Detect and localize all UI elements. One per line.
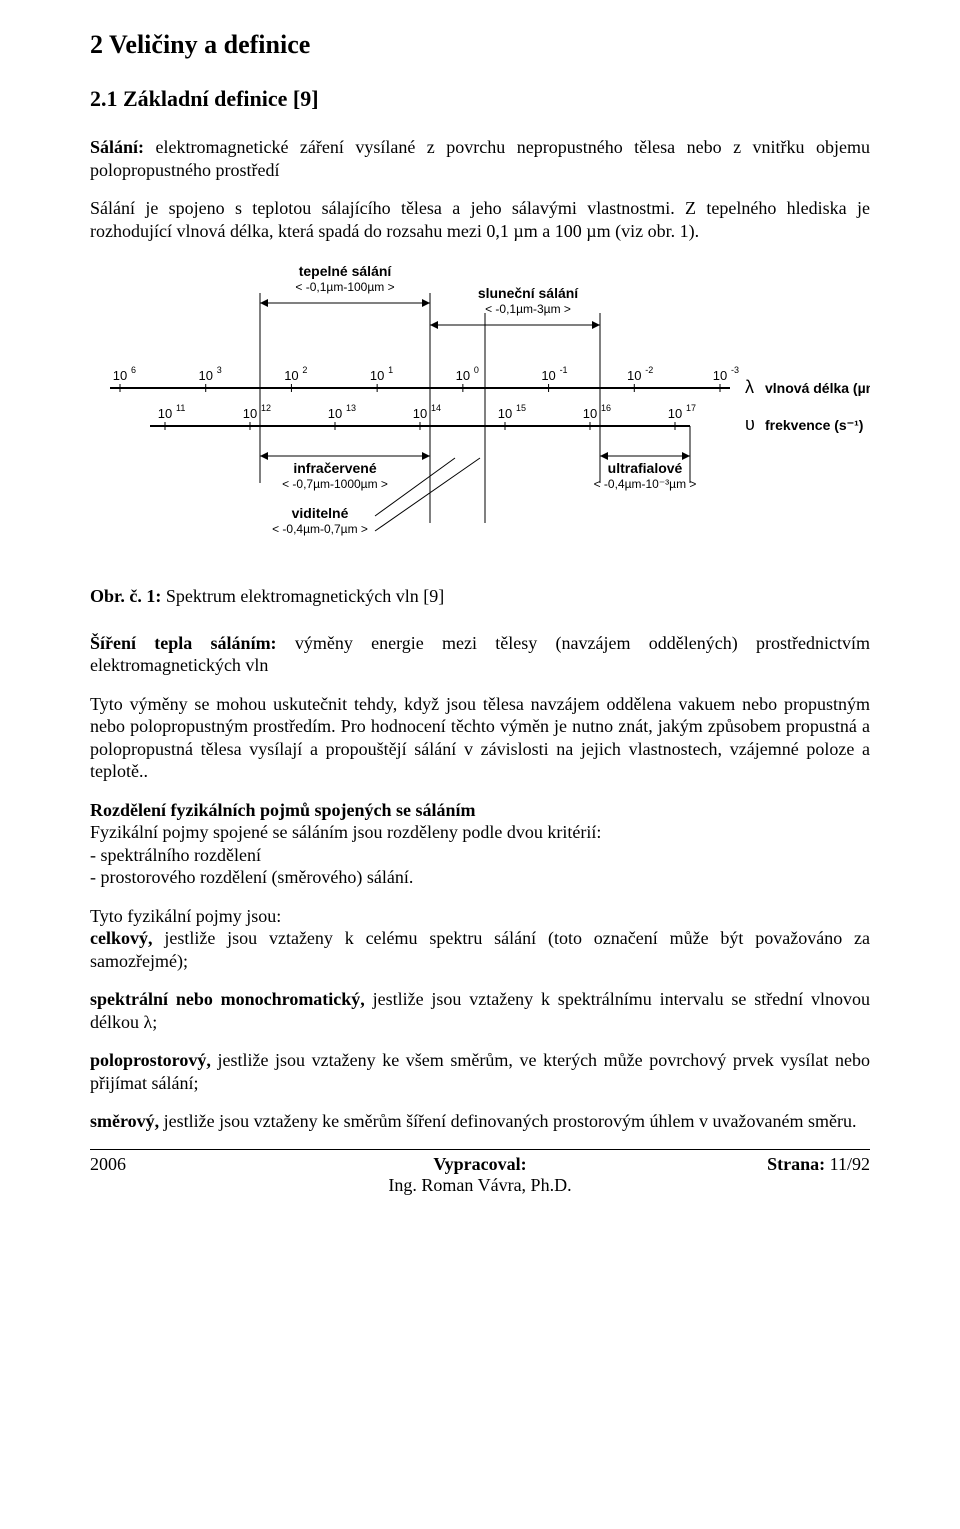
svg-text:10: 10 <box>713 368 727 383</box>
para-2: Sálání je spojeno s teplotou sálajícího … <box>90 197 870 242</box>
svg-text:vlnová délka (µm): vlnová délka (µm) <box>765 380 870 396</box>
svg-text:10: 10 <box>456 368 470 383</box>
svg-text:2: 2 <box>302 365 307 375</box>
svg-text:14: 14 <box>431 403 441 413</box>
pojem-spektralni: spektrální nebo monochromatický, jestliž… <box>90 988 870 1033</box>
svg-text:υ: υ <box>745 414 755 434</box>
svg-text:sluneční sálání: sluneční sálání <box>478 285 579 301</box>
svg-text:-3: -3 <box>731 365 739 375</box>
svg-text:ultrafialové: ultrafialové <box>608 460 683 476</box>
svg-text:17: 17 <box>686 403 696 413</box>
footer-strana-value: 11/92 <box>825 1154 870 1174</box>
footer-year: 2006 <box>90 1154 285 1175</box>
svg-text:12: 12 <box>261 403 271 413</box>
svg-text:10: 10 <box>158 406 172 421</box>
label-celkovy: celkový, <box>90 928 153 948</box>
page-footer: 2006 Vypracoval: Strana: 11/92 <box>90 1149 870 1175</box>
svg-text:< -0,4µm-10⁻³µm >: < -0,4µm-10⁻³µm > <box>594 477 697 491</box>
svg-text:6: 6 <box>131 365 136 375</box>
svg-text:10: 10 <box>413 406 427 421</box>
svg-text:< -0,4µm-0,7µm >: < -0,4µm-0,7µm > <box>272 522 368 536</box>
svg-text:10: 10 <box>668 406 682 421</box>
subsection-title: 2.1 Základní definice [9] <box>90 86 870 112</box>
svg-text:10: 10 <box>198 368 212 383</box>
rozdeleni-heading: Rozdělení fyzikálních pojmů spojených se… <box>90 799 870 822</box>
pojmy-intro: Tyto fyzikální pojmy jsou: <box>90 905 870 928</box>
svg-text:10: 10 <box>498 406 512 421</box>
svg-text:-1: -1 <box>560 365 568 375</box>
rozdeleni-intro: Fyzikální pojmy spojené se sáláním jsou … <box>90 821 870 844</box>
para-salani: Sálání: elektromagnetické záření vysílan… <box>90 136 870 181</box>
label-smerovy: směrový, <box>90 1111 159 1131</box>
svg-text:< -0,7µm-1000µm >: < -0,7µm-1000µm > <box>282 477 388 491</box>
label-poloprostor: poloprostorový, <box>90 1050 211 1070</box>
caption-text: Spektrum elektromagnetických vln [9] <box>161 586 444 606</box>
rozdeleni-bullet-1: - spektrálního rozdělení <box>90 844 870 867</box>
figure-caption: Obr. č. 1: Spektrum elektromagnetických … <box>90 585 870 608</box>
svg-text:11: 11 <box>176 403 185 413</box>
svg-text:infračervené: infračervené <box>293 460 376 476</box>
para-3: Tyto výměny se mohou uskutečnit tehdy, k… <box>90 693 870 783</box>
svg-text:< -0,1µm-100µm >: < -0,1µm-100µm > <box>295 280 394 294</box>
svg-text:1: 1 <box>388 365 393 375</box>
svg-text:15: 15 <box>516 403 526 413</box>
svg-text:viditelné: viditelné <box>292 505 349 521</box>
caption-label: Obr. č. 1: <box>90 586 161 606</box>
svg-text:3: 3 <box>217 365 222 375</box>
pojem-smerovy: směrový, jestliže jsou vztaženy ke směrů… <box>90 1110 870 1133</box>
footer-vypracoval-label: Vypracoval: <box>433 1154 526 1174</box>
rozdeleni-bullet-2: - prostorového rozdělení (směrového) sál… <box>90 866 870 889</box>
term-salani: Sálání: <box>90 137 144 157</box>
term-sireni: Šíření tepla sáláním: <box>90 633 277 653</box>
svg-text:10: 10 <box>583 406 597 421</box>
svg-text:10: 10 <box>541 368 555 383</box>
svg-text:10: 10 <box>328 406 342 421</box>
svg-text:10: 10 <box>113 368 127 383</box>
footer-strana-label: Strana: <box>767 1154 825 1174</box>
para-sireni: Šíření tepla sáláním: výměny energie mez… <box>90 632 870 677</box>
pojem-celkovy: celkový, jestliže jsou vztaženy k celému… <box>90 927 870 972</box>
pojem-poloprostor: poloprostorový, jestliže jsou vztaženy k… <box>90 1049 870 1094</box>
svg-text:frekvence (s⁻¹): frekvence (s⁻¹) <box>765 417 863 433</box>
spectrum-diagram: tepelné sálání < -0,1µm-100µm > sluneční… <box>90 258 870 563</box>
svg-text:10: 10 <box>370 368 384 383</box>
section-title: 2 Veličiny a definice <box>90 30 870 60</box>
svg-text:10: 10 <box>243 406 257 421</box>
def-smerovy: jestliže jsou vztaženy ke směrům šíření … <box>159 1111 856 1131</box>
footer-author: Ing. Roman Vávra, Ph.D. <box>285 1175 675 1196</box>
def-celkovy: jestliže jsou vztaženy k celému spektru … <box>90 928 870 971</box>
svg-text:0: 0 <box>474 365 479 375</box>
page-footer-2: Ing. Roman Vávra, Ph.D. <box>90 1175 870 1196</box>
def-salani: elektromagnetické záření vysílané z povr… <box>90 137 870 180</box>
svg-text:10: 10 <box>284 368 298 383</box>
svg-text:16: 16 <box>601 403 611 413</box>
svg-text:tepelné sálání: tepelné sálání <box>299 263 393 279</box>
svg-text:13: 13 <box>346 403 356 413</box>
label-spektralni: spektrální nebo monochromatický, <box>90 989 365 1009</box>
svg-text:10: 10 <box>627 368 641 383</box>
svg-text:λ: λ <box>745 377 754 397</box>
svg-text:-2: -2 <box>645 365 653 375</box>
svg-text:< -0,1µm-3µm >: < -0,1µm-3µm > <box>485 302 571 316</box>
